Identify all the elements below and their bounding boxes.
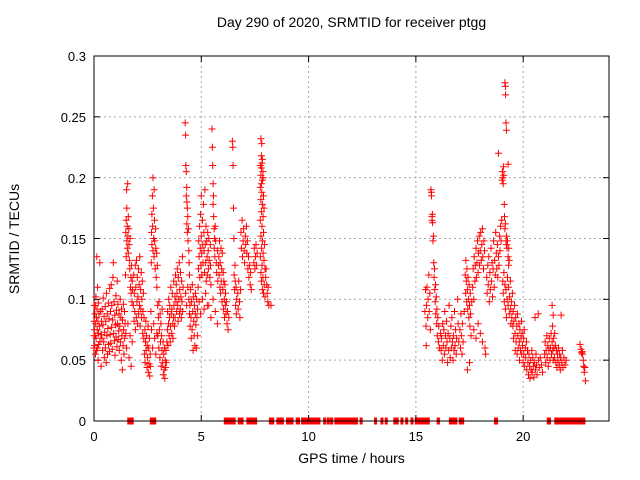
y-tick-label: 0.2 [67, 170, 86, 186]
y-tick-label: 0.05 [60, 353, 86, 369]
x-tick-label: 0 [90, 429, 98, 444]
x-tick-label: 20 [515, 429, 531, 444]
y-tick-label: 0.15 [60, 231, 86, 247]
x-tick-label: 5 [197, 429, 205, 444]
y-tick-label: 0.1 [67, 292, 86, 308]
y-tick-label: 0.25 [60, 109, 86, 125]
y-tick-label: 0.3 [67, 49, 86, 64]
scatter-points [90, 79, 589, 385]
chart-title: Day 290 of 2020, SRMTID for receiver ptg… [216, 14, 487, 30]
x-tick-label: 15 [408, 429, 424, 444]
x-tick-label: 10 [301, 429, 316, 444]
y-tick-label: 0 [78, 414, 86, 429]
x-axis-label: GPS time / hours [298, 450, 405, 466]
